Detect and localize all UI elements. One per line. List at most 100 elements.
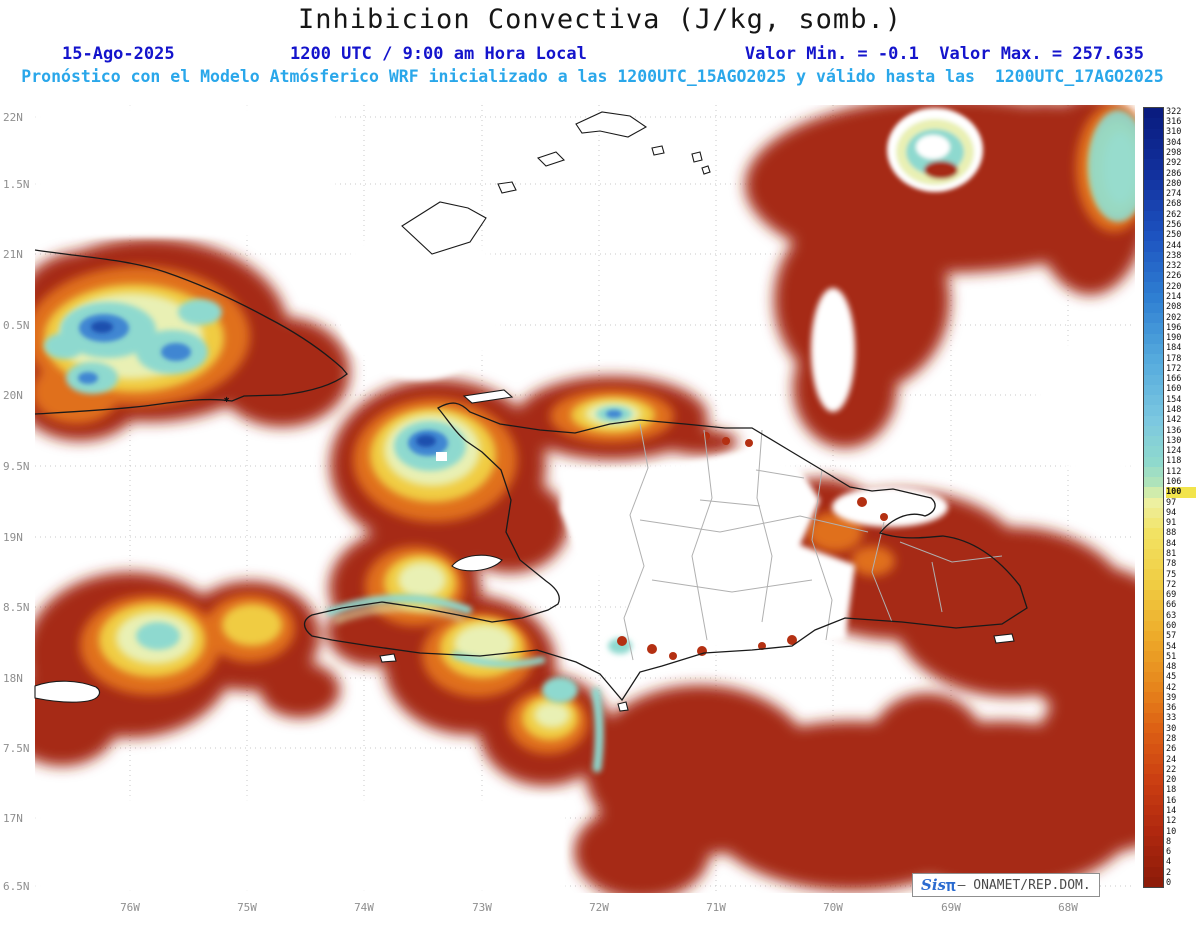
colorbar-tick-label: 304 [1166, 137, 1182, 148]
colorbar-cell [1144, 241, 1163, 252]
colorbar-tick-label: 48 [1166, 662, 1177, 673]
colorbar-tick-label: 178 [1166, 353, 1182, 364]
colorbar-cell [1144, 128, 1163, 139]
colorbar-tick-label: 97 [1166, 497, 1177, 508]
attribution-text: — ONAMET/REP.DOM. [957, 877, 1091, 893]
lat-tick-label: 17N [3, 812, 23, 825]
colorbar-tick-label: 84 [1166, 538, 1177, 549]
colorbar-cell [1144, 108, 1163, 119]
map-symbol-star: ✱ [224, 395, 230, 405]
colorbar-tick-label: 63 [1166, 610, 1177, 621]
colorbar-cell [1144, 220, 1163, 231]
colorbar-tick-label: 208 [1166, 302, 1182, 313]
lat-tick-labels: 22N 1.5N 21N 0.5N 20N 9.5N 19N 8.5N 18N … [3, 111, 30, 893]
colorbar-cell [1144, 210, 1163, 221]
colorbar-tick-label: 51 [1166, 651, 1177, 662]
colorbar-cell [1144, 528, 1163, 539]
colorbar-cell [1144, 671, 1163, 682]
colorbar-cell [1144, 764, 1163, 775]
colorbar-cell [1144, 159, 1163, 170]
field-white-gap [436, 452, 447, 461]
island-little-inagua [497, 181, 517, 194]
colorbar-cell [1144, 261, 1163, 272]
colorbar-cell [1144, 415, 1163, 426]
colorbar-cell [1144, 846, 1163, 857]
colorbar-cell [1144, 641, 1163, 652]
lon-tick-label: 72W [589, 901, 609, 914]
colorbar-cell [1144, 518, 1163, 529]
colorbar-tick-label: 16 [1166, 795, 1177, 806]
colorbar-cell [1144, 733, 1163, 744]
colorbar-cell [1144, 190, 1163, 201]
value-min-max: Valor Min. = -0.1 Valor Max. = 257.635 [744, 44, 1144, 64]
colorbar-cell [1144, 589, 1163, 600]
lat-tick-label: 19N [3, 531, 23, 544]
colorbar-tick-label: 39 [1166, 692, 1177, 703]
colorbar-tick-label: 232 [1166, 261, 1182, 272]
field-layer-deep-blue [91, 321, 436, 447]
colorbar-tick-label: 75 [1166, 569, 1177, 580]
colorbar-cell [1144, 179, 1163, 190]
colorbar-tick-label: 310 [1166, 127, 1182, 138]
colorbar-cell [1144, 425, 1163, 436]
colorbar-tick-label: 66 [1166, 600, 1177, 611]
colorbar-cell [1144, 343, 1163, 354]
colorbar-cell [1144, 477, 1163, 488]
colorbar-tick-label: 316 [1166, 117, 1182, 128]
colorbar-cell [1144, 630, 1163, 641]
colorbar-tick-label: 4 [1166, 857, 1172, 868]
colorbar-tick-label: 202 [1166, 312, 1182, 323]
colorbar-tick-label: 26 [1166, 744, 1177, 755]
colorbar-tick-label: 24 [1166, 754, 1177, 765]
colorbar-cell [1144, 856, 1163, 867]
colorbar-cell [1144, 825, 1163, 836]
colorbar-tick-label: 124 [1166, 446, 1182, 457]
colorbar-cell [1144, 723, 1163, 734]
colorbar-cell [1144, 149, 1163, 160]
island-small-cay [651, 145, 665, 156]
colorbar-tick-label: 91 [1166, 518, 1177, 529]
island-caicos [575, 111, 648, 138]
colorbar-tick-label: 2 [1166, 867, 1172, 878]
colorbar-cell [1144, 456, 1163, 467]
lon-tick-labels: 76W 75W 74W 73W 72W 71W 70W 69W 68W [120, 901, 1078, 914]
colorbar-tick-label: 268 [1166, 199, 1182, 210]
islands [34, 111, 1015, 712]
island-turks-2 [701, 165, 711, 175]
lon-tick-label: 75W [237, 901, 257, 914]
pi-logo-icon: π [945, 875, 956, 895]
colorbar-cell [1144, 251, 1163, 262]
colorbar-cell [1144, 692, 1163, 703]
colorbar-tick-label: 262 [1166, 209, 1182, 220]
lon-tick-label: 68W [1058, 901, 1078, 914]
colorbar-cells [1143, 107, 1164, 888]
colorbar-cell [1144, 169, 1163, 180]
colorbar-cell [1144, 559, 1163, 570]
colorbar-tick-label: 14 [1166, 806, 1177, 817]
colorbar-cell [1144, 466, 1163, 477]
colorbar-tick-label: 238 [1166, 250, 1182, 261]
island-beata [617, 701, 629, 712]
colorbar-tick-label: 112 [1166, 466, 1182, 477]
coastline-hispaniola [303, 402, 1028, 702]
forecast-time: 1200 UTC / 9:00 am Hora Local [290, 44, 587, 64]
island-great-inagua [401, 201, 487, 255]
colorbar-tick-label: 148 [1166, 405, 1182, 416]
island-a-vache [379, 653, 397, 663]
colorbar-cell [1144, 446, 1163, 457]
colorbar-cell [1144, 866, 1163, 877]
colorbar-cell [1144, 292, 1163, 303]
colorbar-tick-label: 166 [1166, 374, 1182, 385]
island-turks-1 [691, 151, 703, 163]
colorbar-cell [1144, 395, 1163, 406]
colorbar-tick-label: 78 [1166, 559, 1177, 570]
colorbar-cell [1144, 661, 1163, 672]
lat-tick-label: 21N [3, 248, 23, 261]
colorbar-cell [1144, 876, 1163, 887]
lat-tick-label: 6.5N [3, 880, 30, 893]
colorbar-cell [1144, 538, 1163, 549]
lon-tick-label: 74W [354, 901, 374, 914]
colorbar-cell [1144, 805, 1163, 816]
colorbar-tick-label: 220 [1166, 281, 1182, 292]
